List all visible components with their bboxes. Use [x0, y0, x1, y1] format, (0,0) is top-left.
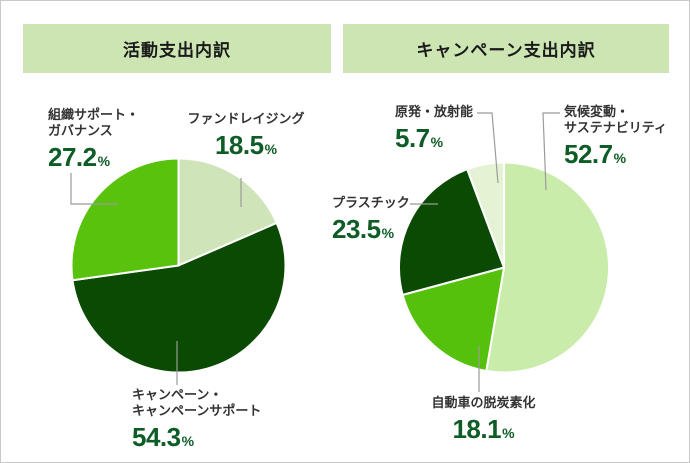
pie-slice-auto-decarbonization [401, 266, 505, 372]
connector-nuclear-radiation [477, 112, 499, 184]
callout-nuclear-radiation: 原発・放射能 5.7% [395, 104, 473, 155]
callout-auto-decarbonization: 自動車の脱炭素化 18.1% [411, 395, 556, 446]
slice-value: 23.5% [332, 214, 395, 244]
slice-label: 自動車の脱炭素化 [431, 395, 536, 410]
slice-label: 原発・放射能 [395, 104, 474, 119]
slice-value: 18.1% [452, 414, 515, 444]
pie-slice-organization-support-governance [70, 157, 180, 282]
activity-chart-title: 活動支出内訳 [123, 41, 231, 60]
activity-pie-chart [70, 157, 287, 374]
campaign-chart-title: キャンペーン支出内訳 [416, 41, 596, 60]
callout-organization-support-governance: 組織サポート・ ガバナンス 27.2% [48, 107, 139, 174]
slice-label: 組織サポート・ ガバナンス [48, 107, 140, 138]
slice-value: 54.3% [132, 422, 195, 452]
slice-label: ファンドレイジング [187, 111, 305, 126]
pie-slice-nuclear-radiation [466, 161, 505, 269]
slice-value: 5.7% [395, 123, 444, 153]
connector-organization-support [70, 173, 118, 205]
slice-value: 52.7% [564, 139, 627, 169]
connector-climate-sustainability [542, 112, 560, 191]
callout-fundraising: ファンドレイジング 18.5% [187, 111, 305, 162]
slice-value: 18.5% [214, 130, 278, 160]
callout-climate-change-sustainability: 気候変動・ サステナビリティ 52.7% [564, 104, 667, 171]
pie-slice-climate-change-sustainability [485, 161, 610, 374]
callout-plastic: プラスチック 23.5% [332, 195, 410, 246]
slice-label: キャンペーン・ キャンペーンサポート [132, 387, 262, 418]
campaign-chart-title-banner: キャンペーン支出内訳 [343, 24, 669, 73]
slice-value: 27.2% [48, 142, 111, 172]
activity-chart-title-banner: 活動支出内訳 [23, 24, 331, 73]
slice-label: 気候変動・ サステナビリティ [564, 104, 667, 135]
slice-label: プラスチック [332, 195, 410, 210]
campaign-pie-chart [398, 161, 610, 374]
pie-slice-fundraising [177, 157, 278, 267]
callout-campaign-and-campaign-support: キャンペーン・ キャンペーンサポート 54.3% [132, 387, 261, 454]
pie-slice-plastic [398, 168, 505, 296]
pie-slice-campaign-and-campaign-support [71, 222, 287, 374]
